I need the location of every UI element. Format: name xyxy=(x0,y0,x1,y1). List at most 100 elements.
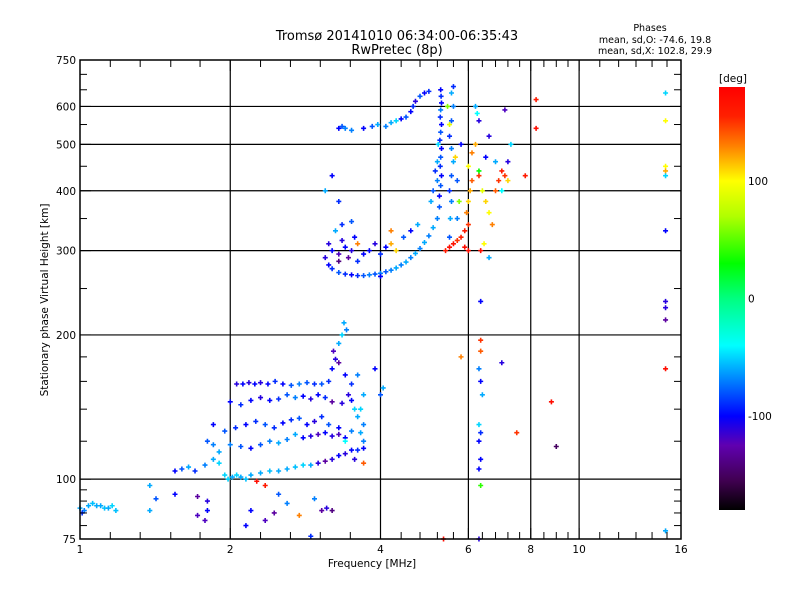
data-point xyxy=(439,173,444,179)
data-point xyxy=(272,378,278,384)
data-point xyxy=(179,466,185,472)
y-tick-labels: 75 100 200 300 400 500 600 750 xyxy=(56,55,76,546)
data-point xyxy=(284,466,290,472)
colorbar-tick-label: 0 xyxy=(748,294,755,306)
x-axis-label: Frequency [MHz] xyxy=(328,558,416,570)
data-point xyxy=(267,468,273,474)
data-point xyxy=(533,97,539,103)
data-point xyxy=(426,233,432,239)
data-point xyxy=(486,133,492,139)
data-point xyxy=(443,248,449,254)
data-point xyxy=(663,528,669,534)
data-point xyxy=(276,491,282,497)
data-point xyxy=(342,271,348,277)
data-point xyxy=(195,512,201,518)
data-point xyxy=(248,472,254,478)
data-point xyxy=(349,381,355,387)
data-point xyxy=(329,173,335,179)
x-tick-label: 4 xyxy=(377,544,384,556)
data-point xyxy=(248,508,254,514)
data-point xyxy=(341,320,347,326)
data-point xyxy=(430,188,436,194)
data-point xyxy=(361,460,367,466)
data-point xyxy=(438,87,444,93)
data-point xyxy=(308,533,314,539)
data-point xyxy=(456,198,462,204)
data-point xyxy=(436,193,442,199)
data-point xyxy=(276,440,282,446)
data-point xyxy=(262,517,268,523)
data-point xyxy=(505,178,511,184)
data-point xyxy=(267,397,273,403)
data-point xyxy=(476,422,482,428)
data-point xyxy=(258,470,264,476)
data-point xyxy=(372,271,378,277)
data-point xyxy=(663,168,669,174)
data-point xyxy=(292,395,298,401)
data-point xyxy=(248,445,254,451)
data-point xyxy=(439,100,444,106)
colorbar-tick-label: 100 xyxy=(748,176,768,188)
data-point xyxy=(663,173,669,179)
data-point xyxy=(339,237,345,243)
data-point xyxy=(253,418,259,424)
stats-x-mode: mean, sd,X: 102.8, 29.9 xyxy=(598,46,712,57)
data-point xyxy=(319,508,325,514)
data-points xyxy=(77,84,669,542)
data-point xyxy=(238,443,244,449)
data-point xyxy=(465,248,471,254)
colorbar-label: [deg] xyxy=(719,73,747,85)
data-point xyxy=(548,399,554,405)
data-point xyxy=(454,216,460,222)
data-point xyxy=(336,270,342,276)
data-point xyxy=(476,173,482,179)
data-point xyxy=(254,478,260,484)
data-point xyxy=(437,163,443,169)
data-point xyxy=(663,90,669,96)
data-point xyxy=(172,468,178,474)
data-point xyxy=(361,273,367,279)
data-point xyxy=(663,317,669,323)
data-point xyxy=(326,241,332,247)
data-point xyxy=(322,430,328,436)
x-tick-label: 2 xyxy=(227,544,234,556)
data-point xyxy=(476,168,482,174)
data-point xyxy=(421,239,427,245)
data-point xyxy=(342,451,348,457)
data-point xyxy=(243,523,249,529)
data-point xyxy=(339,123,345,129)
data-point xyxy=(284,392,290,398)
data-point xyxy=(147,482,153,488)
data-point xyxy=(447,133,453,139)
data-point xyxy=(388,267,394,273)
data-point xyxy=(458,234,464,240)
data-point xyxy=(252,381,258,387)
data-point xyxy=(234,472,240,478)
data-point xyxy=(417,246,423,252)
data-point xyxy=(417,93,423,99)
data-point xyxy=(412,98,418,104)
data-point xyxy=(324,505,330,511)
data-point xyxy=(372,366,378,372)
data-point xyxy=(342,372,348,378)
y-axis-label: Stationary phase Virtual Height [km] xyxy=(39,204,51,397)
data-point xyxy=(355,258,361,264)
y-tick-label: 500 xyxy=(56,139,76,151)
data-point xyxy=(296,415,302,421)
data-point xyxy=(388,228,394,234)
data-point xyxy=(240,381,246,387)
data-point xyxy=(472,103,478,109)
data-point xyxy=(476,366,482,372)
chart-title: Tromsø 20141010 06:34:00-06:35:43 xyxy=(275,29,518,44)
data-point xyxy=(438,93,444,99)
data-point xyxy=(366,248,372,254)
data-point xyxy=(408,109,414,115)
data-point xyxy=(383,244,389,250)
colorbar-tick-labels: 100 0 -100 xyxy=(748,176,772,423)
data-point xyxy=(202,517,208,523)
data-point xyxy=(434,178,440,184)
data-point xyxy=(336,251,342,257)
data-point xyxy=(229,474,235,480)
data-point xyxy=(478,298,484,304)
data-point xyxy=(98,503,104,509)
